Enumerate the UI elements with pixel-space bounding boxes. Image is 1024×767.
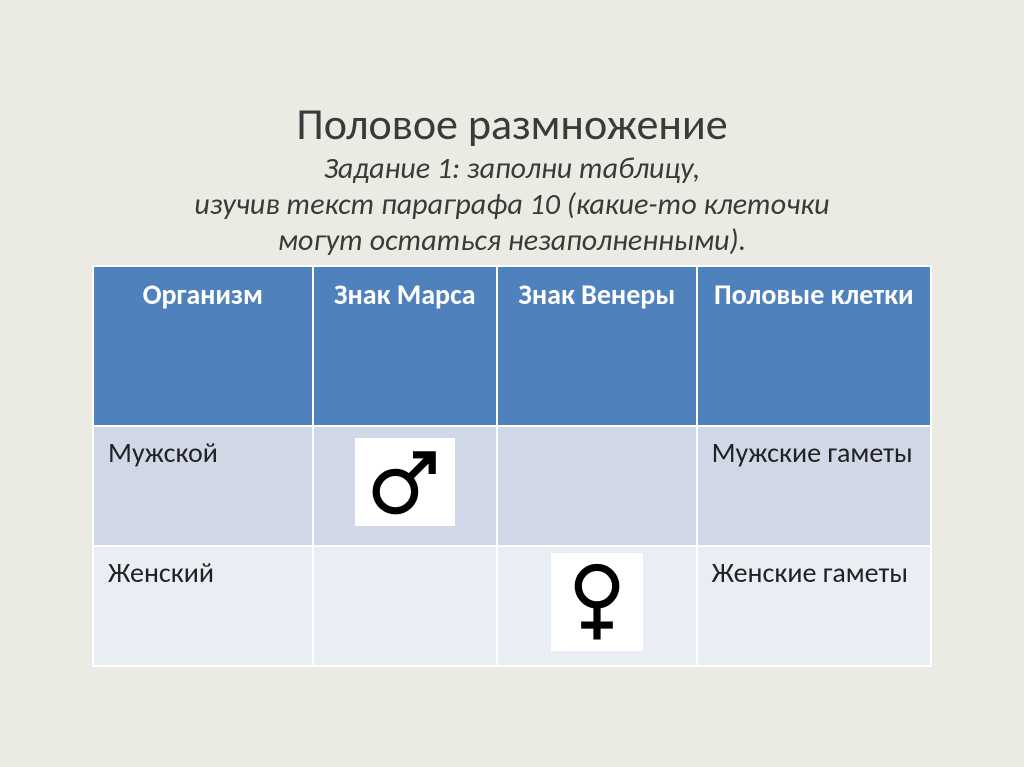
gametes-table: Организм Знак Марса Знак Венеры Половые … (92, 265, 932, 667)
cell-female-mars (313, 546, 498, 666)
subtitle-line-1: Задание 1: заполни таблицу, (324, 150, 701, 187)
subtitle-line-3: могут остаться незаполненными). (278, 222, 746, 259)
cell-male-gametes: Мужские гаметы (697, 426, 931, 546)
cell-female-gametes: Женские гаметы (697, 546, 931, 666)
slide-title: Половое размножение (22, 100, 1002, 148)
cell-female-venus (497, 546, 697, 666)
header-gametes: Половые клетки (697, 266, 931, 426)
header-venus-sign: Знак Венеры (497, 266, 697, 426)
cell-male-mars (313, 426, 498, 546)
table-header-row: Организм Знак Марса Знак Венеры Половые … (93, 266, 931, 426)
cell-female-organism: Женский (93, 546, 313, 666)
cell-male-venus (497, 426, 697, 546)
table-row-female: Женский Женские гаметы (93, 546, 931, 666)
mars-symbol-icon (355, 438, 455, 526)
slide: Половое размножение Задание 1: заполни т… (22, 100, 1002, 666)
venus-symbol-icon (551, 553, 643, 651)
subtitle-line-2: изучив текст параграфа 10 (какие-то клет… (194, 186, 829, 223)
header-mars-sign: Знак Марса (313, 266, 498, 426)
header-organism: Организм (93, 266, 313, 426)
cell-male-organism: Мужской (93, 426, 313, 546)
table-row-male: Мужской Мужские гаметы (93, 426, 931, 546)
slide-subtitle: Задание 1: заполни таблицу, изучив текст… (22, 151, 1002, 259)
